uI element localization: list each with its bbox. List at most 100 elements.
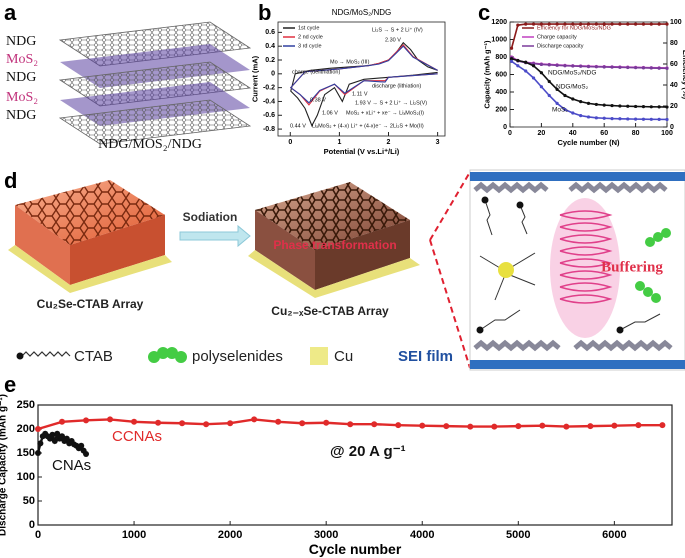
- y-tick-label: 0.4: [265, 43, 275, 50]
- point: [657, 66, 661, 70]
- legend-label: Discharge capacity: [537, 43, 584, 49]
- point: [665, 22, 669, 26]
- panel-label: e: [4, 372, 16, 397]
- chart-title: NDG/MoS₂/NDG: [332, 8, 392, 17]
- point: [509, 57, 514, 61]
- point: [524, 69, 528, 73]
- point: [563, 64, 567, 68]
- x-tick-label: 3000: [314, 529, 338, 541]
- point: [509, 59, 514, 63]
- point: [626, 22, 630, 26]
- annotation: LiₓMoS₂ + (4-x) Li⁺ + (4-x)e⁻ → 2Li₂S + …: [312, 122, 424, 129]
- point: [665, 117, 669, 122]
- annotation: 2.30 V: [385, 37, 401, 43]
- annotation: Li₂S → S + 2 Li⁺ (IV): [372, 26, 423, 33]
- point: [547, 79, 551, 84]
- point: [649, 117, 653, 121]
- point: [563, 107, 567, 112]
- point: [649, 22, 653, 26]
- y-axis-title: Discharge Capacity (mAh g⁻¹): [0, 394, 8, 536]
- point: [610, 103, 614, 108]
- point: [579, 22, 583, 26]
- y2-tick-label: 80: [670, 40, 678, 47]
- y-tick-label: 50: [23, 495, 35, 507]
- point: [516, 64, 520, 68]
- point: [586, 22, 591, 26]
- y-tick-label: 0: [503, 124, 507, 131]
- point: [665, 105, 669, 109]
- y-axis-title: Capacity (mAh g⁻¹): [483, 40, 492, 109]
- x-tick-label: 3: [436, 139, 440, 146]
- y-tick-label: -0.4: [263, 98, 275, 105]
- annotation: 0.44 V: [290, 123, 306, 129]
- point: [555, 22, 559, 26]
- point: [547, 22, 551, 26]
- y-tick-label: 0: [271, 71, 275, 78]
- point: [626, 104, 630, 108]
- point: [579, 114, 583, 118]
- x-tick-label: 6000: [602, 529, 626, 541]
- annotation: 1.06 V: [322, 110, 338, 116]
- legend-label: polyselenides: [192, 348, 283, 365]
- point: [531, 22, 536, 26]
- y-tick-label: 150: [17, 447, 35, 459]
- x-axis-title: Potential (V vs.Li⁺/Li): [324, 147, 400, 156]
- point: [610, 117, 614, 121]
- array-caption: Cu₂₋ₓSe-CTAB Array: [271, 304, 389, 318]
- x-tick-label: 2000: [218, 529, 242, 541]
- point: [618, 65, 622, 69]
- series-line: [289, 45, 438, 104]
- panel-label: d: [4, 168, 17, 193]
- annotation: NDG/MoS₂/NDG: [548, 70, 596, 77]
- legend-label: SEI film: [398, 348, 453, 365]
- x-tick-label: 2: [387, 139, 391, 146]
- panel-label: a: [4, 0, 17, 25]
- series-line: [37, 418, 663, 431]
- point: [539, 71, 544, 75]
- point: [641, 105, 646, 109]
- x-tick-label: 5000: [506, 529, 530, 541]
- layer-stack: [58, 21, 252, 145]
- point: [602, 65, 606, 69]
- y-tick-label: -0.8: [263, 126, 275, 133]
- point: [602, 116, 606, 120]
- legend-label: Efficiency for NDG/MoS₂/NDG: [537, 25, 611, 31]
- point: [547, 63, 551, 67]
- y-tick-label: 100: [17, 471, 35, 483]
- point: [571, 111, 575, 115]
- point: [610, 22, 614, 26]
- plot-frame: [37, 404, 673, 526]
- y-tick-label: 1000: [491, 36, 507, 43]
- point: [649, 66, 653, 70]
- point: [641, 117, 646, 121]
- point: [571, 22, 575, 26]
- x-axis-title: Cycle number: [309, 541, 402, 557]
- point: [634, 66, 638, 70]
- point: [657, 22, 661, 26]
- buffer-label: Buffering: [601, 259, 663, 275]
- annotation: MoS₂ + xLi⁺ + xe⁻ → LiₓMoS₂(I): [346, 109, 424, 116]
- point: [563, 22, 567, 26]
- x-tick-label: 1000: [122, 529, 146, 541]
- point: [555, 87, 559, 91]
- point: [641, 66, 646, 70]
- point: [531, 76, 536, 80]
- series-line: [290, 41, 438, 127]
- point: [602, 22, 606, 26]
- x-tick-label: 0: [35, 529, 41, 541]
- y-tick-label: 0: [29, 519, 35, 531]
- point: [531, 64, 536, 68]
- point: [610, 65, 614, 69]
- point: [579, 64, 583, 68]
- y-tick-label: 200: [17, 423, 35, 435]
- point: [657, 117, 661, 121]
- annotation: 1.93 V → S + 2 Li⁺ → Li₂S(V): [355, 99, 427, 106]
- x-tick-label: 1: [337, 139, 341, 146]
- point: [649, 105, 653, 109]
- point: [524, 60, 528, 64]
- y2-tick-label: 40: [670, 82, 678, 89]
- series-line: [36, 430, 88, 455]
- point: [594, 22, 598, 26]
- point: [618, 117, 622, 121]
